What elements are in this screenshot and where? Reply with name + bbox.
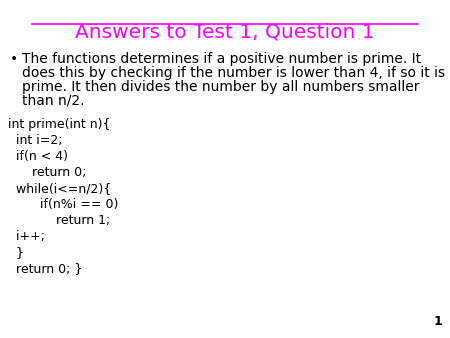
- Text: while(i<=n/2){: while(i<=n/2){: [8, 182, 111, 195]
- Text: than n/2.: than n/2.: [22, 94, 85, 108]
- Text: prime. It then divides the number by all numbers smaller: prime. It then divides the number by all…: [22, 80, 419, 94]
- Text: •: •: [10, 52, 18, 66]
- Text: 1: 1: [433, 315, 442, 328]
- Text: int prime(int n){: int prime(int n){: [8, 118, 111, 131]
- Text: Answers to Test 1, Question 1: Answers to Test 1, Question 1: [75, 22, 375, 41]
- Text: return 0;: return 0;: [8, 166, 86, 179]
- Text: if(n < 4): if(n < 4): [8, 150, 68, 163]
- Text: return 0; }: return 0; }: [8, 262, 82, 275]
- Text: return 1;: return 1;: [8, 214, 110, 227]
- Text: The functions determines if a positive number is prime. It: The functions determines if a positive n…: [22, 52, 421, 66]
- Text: }: }: [8, 246, 24, 259]
- Text: int i=2;: int i=2;: [8, 134, 63, 147]
- Text: does this by checking if the number is lower than 4, if so it is: does this by checking if the number is l…: [22, 66, 445, 80]
- Text: i++;: i++;: [8, 230, 45, 243]
- Text: if(n%i == 0): if(n%i == 0): [8, 198, 118, 211]
